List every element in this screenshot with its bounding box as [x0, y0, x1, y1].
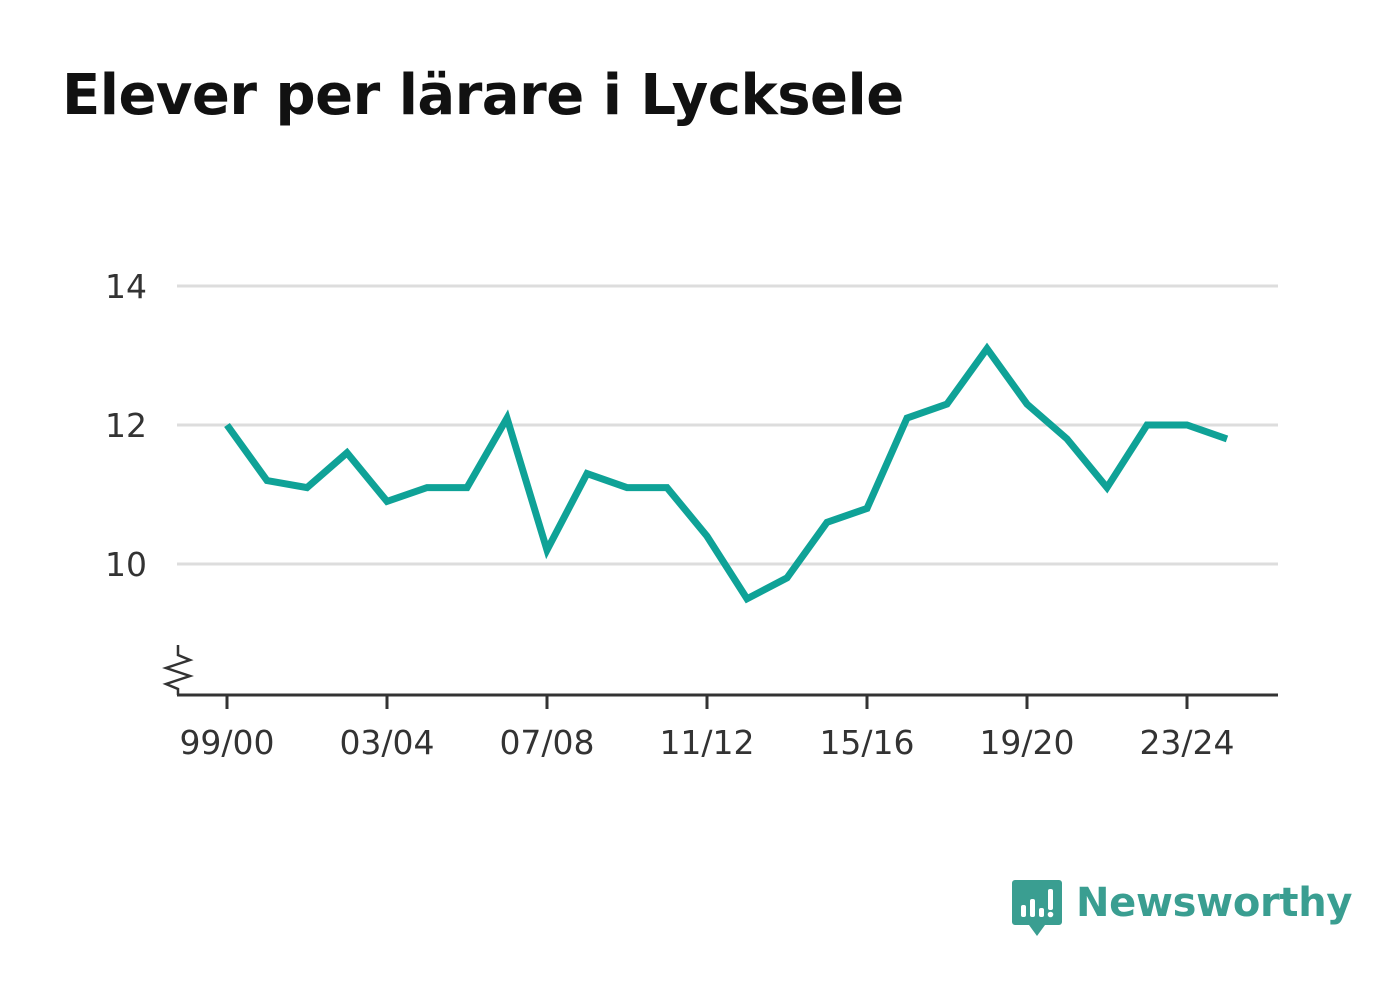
- series-line: [224, 342, 1229, 604]
- data-point: [464, 484, 471, 491]
- data-point: [984, 345, 991, 352]
- series-layer: [224, 342, 1231, 604]
- data-point: [1224, 435, 1231, 442]
- data-point: [1144, 422, 1151, 429]
- data-point: [864, 505, 871, 512]
- x-tick-label: 23/24: [1139, 723, 1234, 762]
- x-tick-label: 99/00: [179, 723, 274, 762]
- y-tick-label: 12: [105, 406, 147, 445]
- data-point: [224, 422, 231, 429]
- data-point: [344, 449, 351, 456]
- data-point: [624, 484, 631, 491]
- data-point: [544, 547, 551, 554]
- grid-lines: [177, 284, 1278, 566]
- x-tick-label: 19/20: [979, 723, 1074, 762]
- brand-logo: Newsworthy: [1012, 878, 1353, 940]
- newsworthy-logo-icon: [1012, 880, 1062, 936]
- x-ticks: 99/00 03/04 07/08 11/12 15/16 19/20 23/24: [179, 695, 1235, 762]
- data-point: [1024, 401, 1031, 408]
- data-point: [384, 498, 391, 505]
- axes: [162, 645, 1278, 697]
- data-point: [744, 595, 751, 602]
- y-tick-label: 14: [105, 267, 147, 306]
- x-tick-label: 03/04: [339, 723, 434, 762]
- x-tick-label: 15/16: [819, 723, 914, 762]
- brand-name: Newsworthy: [1076, 880, 1353, 926]
- data-point: [1184, 422, 1191, 429]
- data-point: [944, 401, 951, 408]
- data-point: [584, 470, 591, 477]
- data-point: [784, 574, 791, 581]
- data-point: [664, 484, 671, 491]
- x-tick-label: 07/08: [499, 723, 594, 762]
- data-point: [424, 484, 431, 491]
- x-tick-label: 11/12: [659, 723, 754, 762]
- data-point: [704, 533, 711, 540]
- data-point: [1104, 484, 1111, 491]
- data-point: [1064, 435, 1071, 442]
- y-axis-break-icon: [162, 645, 194, 695]
- data-point: [904, 415, 911, 422]
- data-point: [824, 519, 831, 526]
- data-point: [264, 477, 271, 484]
- data-point: [504, 415, 511, 422]
- y-tick-labels: 10 12 14: [105, 267, 147, 584]
- chart-title: Elever per lärare i Lycksele: [62, 63, 904, 128]
- y-tick-label: 10: [105, 545, 147, 584]
- data-point: [304, 484, 311, 491]
